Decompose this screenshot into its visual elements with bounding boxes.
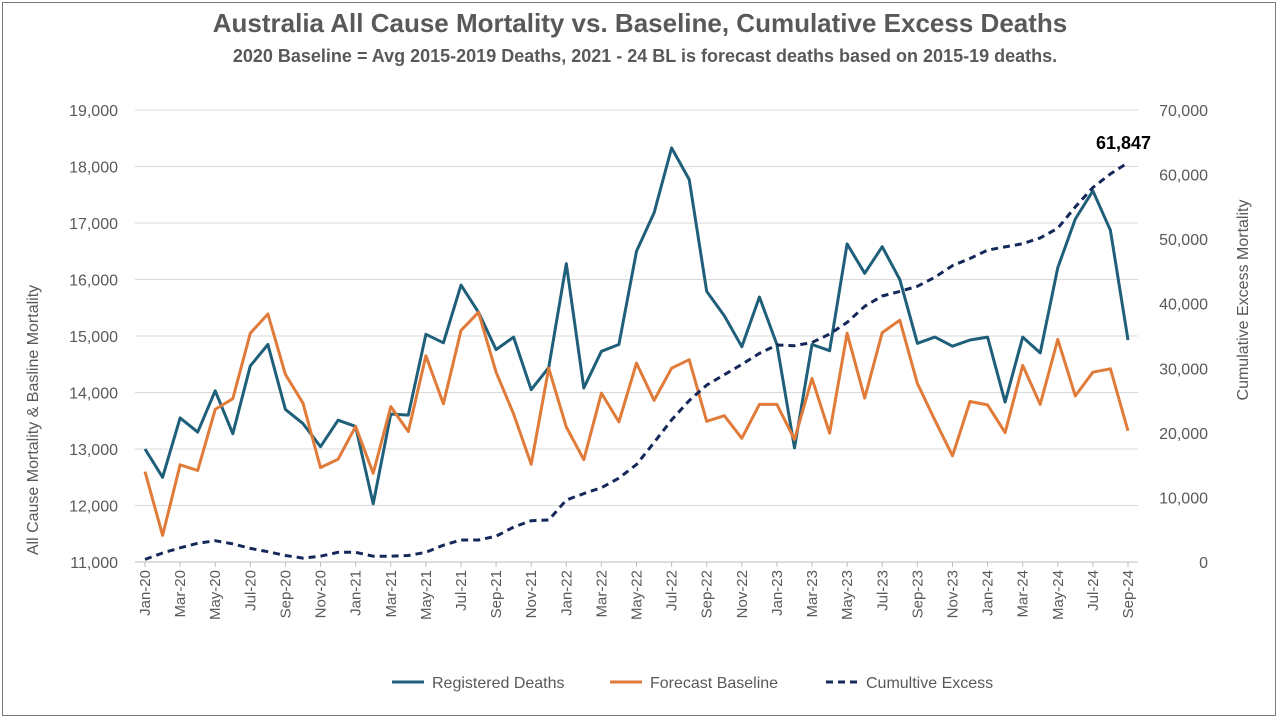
y-tick-label: 16,000 xyxy=(69,273,118,290)
chart-title: Australia All Cause Mortality vs. Baseli… xyxy=(212,8,1068,38)
x-tick-label: Jan-23 xyxy=(769,570,786,616)
x-tick-label: Sep-24 xyxy=(1120,570,1137,618)
y2-tick-label: 20,000 xyxy=(1159,426,1208,443)
legend: Registered Deaths Forecast Baseline Cumult… xyxy=(392,675,993,692)
chart-subtitle: 2020 Baseline = Avg 2015-2019 Deaths, 20… xyxy=(232,46,1058,66)
series-lines xyxy=(143,146,1130,561)
y2-tick-label: 30,000 xyxy=(1159,361,1208,378)
x-tick-label: Jul-21 xyxy=(453,570,470,611)
x-axis-ticks: Jan-20 Mar-20 May-20 Jul-20 Sep-20 Nov-20 Jan-… xyxy=(137,562,1137,620)
registered-deaths-line xyxy=(143,146,1130,506)
x-tick-label: Mar-24 xyxy=(1015,570,1032,618)
x-tick-label: May-23 xyxy=(839,570,856,620)
x-tick-label: Jul-24 xyxy=(1085,570,1102,611)
y-axis-left-title: All Cause Mortality & Basline Mortality xyxy=(25,285,42,555)
x-tick-label: Sep-23 xyxy=(909,570,926,618)
x-tick-label: Sep-22 xyxy=(699,570,716,618)
y-tick-label: 17,000 xyxy=(69,216,118,233)
y2-tick-label: 50,000 xyxy=(1159,232,1208,249)
x-tick-label: Jul-23 xyxy=(874,570,891,611)
y-tick-label: 15,000 xyxy=(69,329,118,346)
y2-tick-label: 60,000 xyxy=(1159,168,1208,185)
y-tick-label: 13,000 xyxy=(69,442,118,459)
y-tick-label: 11,000 xyxy=(70,555,118,572)
y-tick-label: 19,000 xyxy=(69,103,118,120)
x-tick-label: Nov-23 xyxy=(944,570,961,618)
x-tick-label: May-21 xyxy=(418,570,435,620)
x-tick-label: Nov-21 xyxy=(523,570,540,618)
x-tick-label: Mar-22 xyxy=(593,570,610,618)
x-tick-label: Mar-21 xyxy=(383,570,400,618)
x-tick-label: Jan-21 xyxy=(348,570,365,616)
y-axis-left-ticks: 11,000 12,000 13,000 14,000 15,000 16,000 17,0… xyxy=(69,103,118,572)
cumultive-excess-line xyxy=(144,161,1129,561)
x-tick-label: Mar-20 xyxy=(172,570,189,618)
forecast-baseline-line xyxy=(143,310,1130,537)
x-tick-label: Jul-20 xyxy=(242,570,259,611)
x-tick-label: Sep-20 xyxy=(277,570,294,618)
y2-tick-label: 0 xyxy=(1199,555,1208,572)
y-tick-label: 12,000 xyxy=(69,499,118,516)
x-tick-label: May-22 xyxy=(629,570,646,620)
y2-tick-label: 40,000 xyxy=(1159,297,1208,314)
legend-label: Registered Deaths xyxy=(432,675,565,692)
x-tick-label: Jul-22 xyxy=(664,570,681,611)
legend-label: Cumultive Excess xyxy=(866,675,993,692)
x-tick-label: May-24 xyxy=(1050,570,1067,620)
y-tick-label: 18,000 xyxy=(69,160,118,177)
x-tick-label: Jan-20 xyxy=(137,570,154,616)
y-tick-label: 14,000 xyxy=(69,386,118,403)
y2-tick-label: 70,000 xyxy=(1159,103,1208,120)
x-tick-label: Sep-21 xyxy=(488,570,505,618)
x-tick-label: Mar-23 xyxy=(804,570,821,618)
final-value-annotation: 61,847 xyxy=(1096,133,1151,153)
x-tick-label: May-20 xyxy=(207,570,224,620)
y-axis-right-ticks: 0 10,000 20,000 30,000 40,000 50,000 60,000 70,… xyxy=(1159,103,1208,572)
x-tick-label: Nov-20 xyxy=(313,570,330,618)
x-tick-label: Jan-24 xyxy=(980,570,997,616)
x-tick-label: Jan-22 xyxy=(558,570,575,616)
x-tick-label: Nov-22 xyxy=(734,570,751,618)
y2-tick-label: 10,000 xyxy=(1159,490,1208,507)
legend-label: Forecast Baseline xyxy=(650,675,778,692)
y-axis-right-title: Cumulative Excess Mortality xyxy=(1235,200,1252,401)
